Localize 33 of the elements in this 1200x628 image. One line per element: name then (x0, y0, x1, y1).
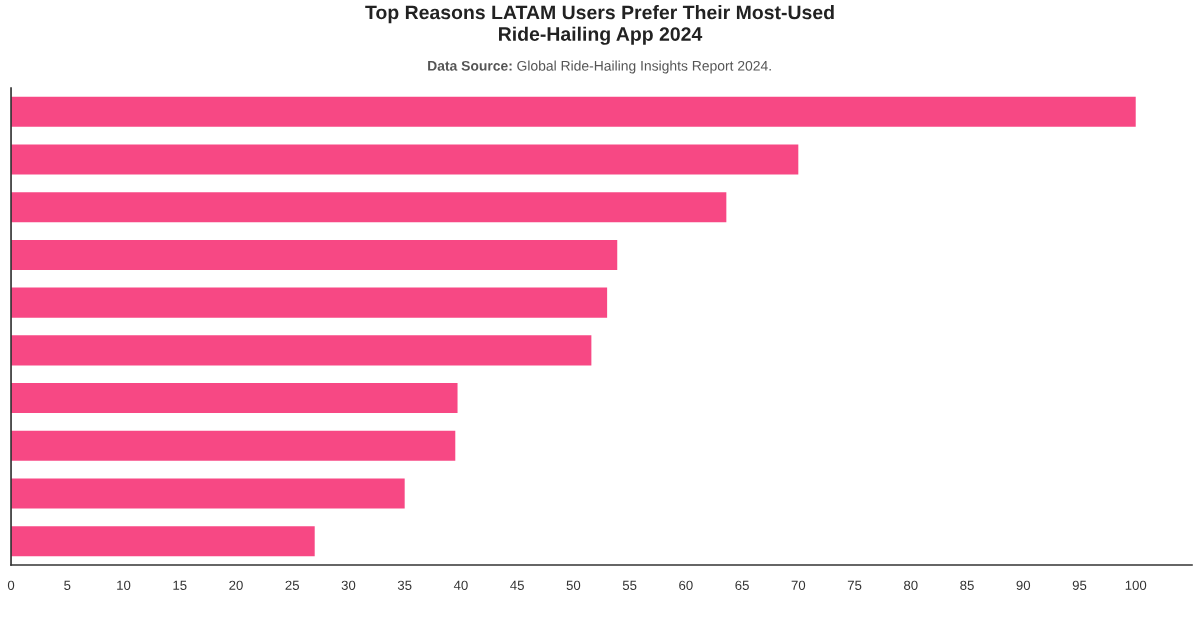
x-tick-label: 100 (1125, 580, 1147, 590)
x-tick-label: 75 (847, 580, 862, 590)
bar (11, 96, 1136, 127)
bar (11, 144, 799, 175)
x-tick-label: 55 (622, 580, 637, 590)
bar (11, 526, 315, 557)
bar (11, 287, 608, 318)
x-tick-label: 25 (285, 580, 299, 590)
x-tick-label: 15 (173, 580, 187, 590)
bar (11, 239, 618, 270)
x-tick-label: 95 (1072, 580, 1087, 590)
x-tick-label: 35 (397, 580, 412, 590)
x-tick-label: 50 (566, 580, 581, 590)
x-tick-label: 80 (904, 580, 918, 590)
bar (11, 335, 592, 366)
x-tick-label: 0 (7, 580, 15, 590)
chart-title: Top Reasons LATAM Users Prefer Their Most-Used Ride-Hailing App 2024 (365, 5, 834, 45)
x-tick-label: 65 (735, 580, 749, 590)
x-tick-label: 20 (229, 580, 243, 590)
x-tick-label: 30 (341, 580, 356, 590)
x-tick-label: 45 (510, 580, 524, 590)
x-tick-label: 70 (791, 580, 806, 590)
bar (11, 383, 458, 414)
x-tick-label: 40 (453, 580, 468, 590)
bar (11, 192, 727, 223)
chart-subtitle: Data Source: Global Ride-Hailing Insights Report 2024. (428, 60, 771, 74)
x-tick-label: 90 (1016, 580, 1031, 590)
bar (11, 478, 405, 509)
x-tick-label: 5 (64, 580, 71, 590)
x-tick-label: 85 (960, 580, 974, 590)
x-tick-label: 60 (679, 580, 693, 590)
x-tick-label: 10 (117, 580, 131, 590)
bar (11, 430, 456, 461)
